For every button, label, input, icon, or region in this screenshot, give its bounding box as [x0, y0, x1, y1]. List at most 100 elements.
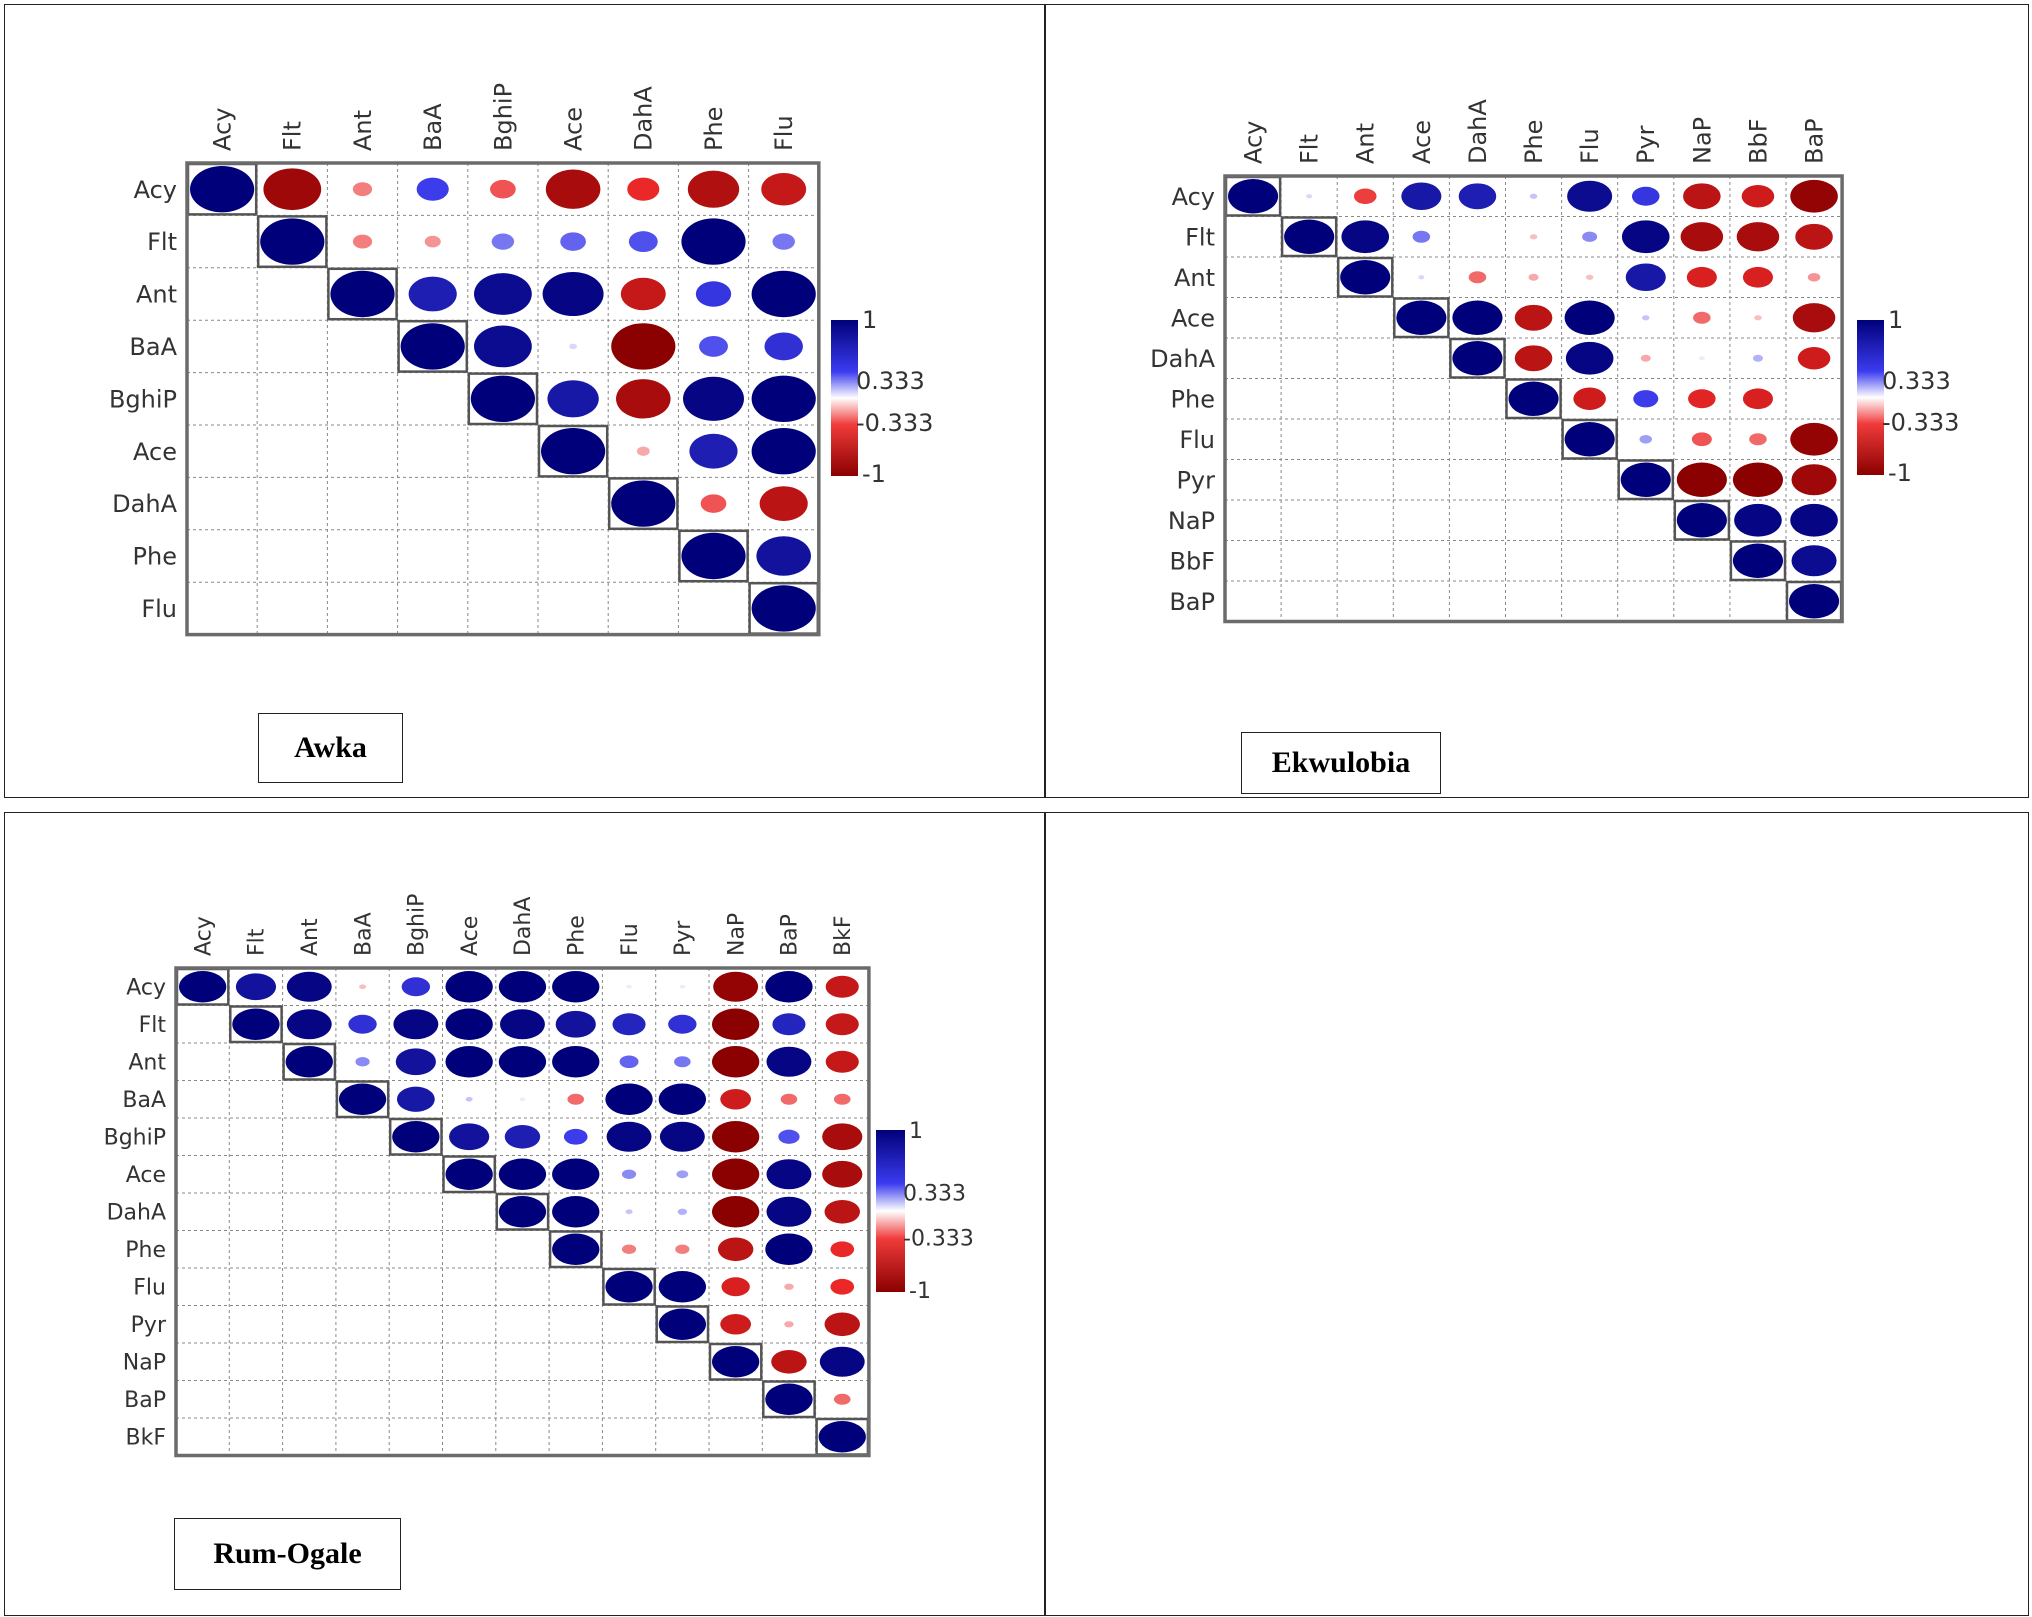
corr-mark-Flt-Ant	[1341, 220, 1390, 254]
colorbar-tick-label: 1	[1888, 306, 1903, 334]
corr-mark-Phe-Flu	[1573, 387, 1606, 410]
corr-mark-Flt-BaP	[772, 1013, 806, 1036]
corr-mark-Ant-Flu	[1585, 274, 1594, 280]
corr-mark-DahA-Flu	[625, 1209, 633, 1215]
corr-mark-Ace-BkF	[822, 1160, 863, 1188]
corr-mark-Ant-DahA	[1468, 271, 1487, 284]
matrix-frame	[174, 966, 871, 1458]
column-label-BaA: BaA	[419, 103, 447, 151]
corr-mark-Ace-Ace	[541, 428, 606, 475]
diagonal-box	[1393, 297, 1450, 339]
corr-mark-Flt-BaA	[424, 235, 441, 248]
corr-mark-Flt-Flu	[772, 233, 795, 250]
colorbar-tick-label: 1	[862, 306, 877, 334]
corr-mark-Phe-Phe	[552, 1233, 600, 1265]
corr-mark-Acy-Ace	[545, 169, 601, 209]
diagonal-box	[467, 372, 539, 426]
diagonal-box	[335, 1080, 390, 1119]
corr-mark-Ant-NaP	[712, 1046, 760, 1078]
corr-mark-Flt-Phe	[555, 1010, 596, 1038]
corr-mark-Flt-BkF	[825, 1013, 859, 1036]
corr-mark-BbF-BaP	[1791, 545, 1837, 577]
corr-mark-BghiP-BghiP	[392, 1121, 440, 1153]
column-label-BaA: BaA	[351, 912, 376, 956]
column-label-Phe: Phe	[700, 107, 728, 151]
column-label-Pyr: Pyr	[671, 920, 696, 956]
corr-mark-Flt-Flu	[1582, 231, 1598, 242]
row-label-Ace: Ace	[126, 1163, 166, 1188]
corr-mark-Ant-Ant	[1340, 260, 1391, 295]
corr-mark-Ant-Ace	[542, 271, 604, 317]
corr-mark-Acy-Flu	[761, 172, 807, 206]
row-label-Ant: Ant	[136, 281, 177, 309]
corr-mark-Ace-Phe	[689, 433, 738, 469]
column-label-BkF: BkF	[831, 916, 856, 957]
corr-mark-BghiP-BkF	[822, 1123, 863, 1151]
corr-mark-DahA-Pyr	[1640, 354, 1651, 362]
column-label-BghiP: BghiP	[405, 894, 430, 956]
row-label-BaP: BaP	[1169, 588, 1215, 616]
colorbar-tick-label: -0.333	[1882, 408, 1959, 436]
row-label-Phe: Phe	[133, 543, 177, 571]
diagonal-box	[442, 1155, 497, 1194]
corr-mark-Phe-NaP	[1688, 389, 1716, 409]
corr-mark-BaA-Flu	[605, 1083, 653, 1115]
column-label-Flt: Flt	[1296, 134, 1324, 164]
corr-mark-Acy-BkF	[825, 975, 859, 998]
corr-mark-DahA-Phe	[1514, 345, 1553, 372]
corr-mark-Ant-Ace	[445, 1046, 493, 1078]
diagonal-box	[495, 1192, 550, 1231]
colorbar-tick-label: 0.333	[1882, 367, 1951, 395]
corr-mark-BaA-Flu	[764, 332, 803, 361]
corr-mark-Ant-Ace	[1418, 275, 1425, 280]
corr-mark-Pyr-NaP	[1676, 462, 1727, 497]
corr-mark-Acy-Ant	[1353, 188, 1377, 205]
corr-mark-Pyr-BkF	[824, 1312, 860, 1337]
column-label-BaP: BaP	[778, 914, 803, 956]
corr-mark-BaA-BkF	[833, 1093, 851, 1105]
corr-mark-Flt-Ant	[352, 234, 373, 249]
corr-mark-Flt-BaA	[348, 1014, 377, 1034]
column-label-Ant: Ant	[1352, 123, 1380, 164]
corr-mark-Acy-DahA	[1458, 183, 1497, 210]
column-label-NaP: NaP	[724, 913, 749, 956]
corr-mark-Ant-Pyr	[674, 1056, 691, 1068]
diagonal-box	[397, 319, 469, 373]
row-label-BaP: BaP	[124, 1388, 166, 1413]
row-label-NaP: NaP	[123, 1351, 166, 1376]
diagonal-box	[762, 1380, 816, 1419]
corr-mark-Ant-BaA	[408, 276, 457, 312]
corr-mark-Ace-Ace	[445, 1158, 493, 1190]
corr-mark-NaP-BaP	[1790, 503, 1838, 537]
corr-mark-Acy-Ant	[352, 182, 373, 197]
diagonal-box	[1617, 459, 1675, 501]
corr-mark-BaA-BaA	[338, 1083, 387, 1115]
colorbar-tick-label: -1	[1888, 459, 1912, 487]
corr-mark-BghiP-Flu	[751, 375, 816, 422]
diagonal-box	[548, 1230, 603, 1269]
corr-mark-Ace-NaP	[1693, 311, 1711, 324]
diagonal-box	[602, 1267, 656, 1306]
column-label-Flu: Flu	[618, 923, 643, 956]
diagonal-box	[1336, 256, 1394, 298]
corr-mark-Acy-Acy	[179, 971, 227, 1003]
row-label-BghiP: BghiP	[109, 385, 177, 413]
corr-mark-Flt-BghiP	[491, 233, 515, 250]
corr-mark-Acy-BbF	[1741, 185, 1775, 208]
column-label-BghiP: BghiP	[489, 83, 517, 151]
colorbar	[831, 320, 858, 476]
corr-mark-BaA-DahA	[611, 323, 676, 370]
column-label-Ant: Ant	[349, 110, 377, 151]
corr-mark-Acy-Pyr	[1631, 186, 1660, 206]
corr-mark-Acy-Flu	[1567, 180, 1613, 212]
corr-mark-Ace-NaP	[712, 1158, 760, 1190]
corr-mark-Flu-Pyr	[1639, 434, 1653, 444]
row-label-BghiP: BghiP	[104, 1126, 166, 1151]
chart-title-ekwulobia: Ekwulobia	[1241, 732, 1441, 794]
colorbar-tick-label: -0.333	[856, 409, 933, 437]
corr-mark-Flt-Ace	[445, 1008, 493, 1040]
corr-mark-Acy-Flt	[1306, 194, 1313, 199]
corr-mark-Flt-Flt	[260, 218, 325, 265]
corr-mark-BghiP-NaP	[712, 1121, 760, 1153]
